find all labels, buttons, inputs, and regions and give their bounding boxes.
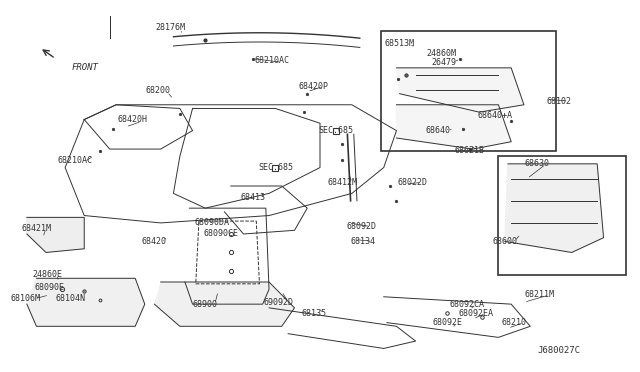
Text: J680027C: J680027C: [538, 346, 580, 355]
Polygon shape: [396, 105, 511, 149]
Text: 68900: 68900: [193, 300, 218, 309]
Text: 68420H: 68420H: [117, 115, 147, 124]
Text: 68412M: 68412M: [327, 178, 357, 187]
Text: 24860M: 24860M: [426, 49, 456, 58]
Text: 68090DA: 68090DA: [194, 218, 229, 227]
Text: 68102: 68102: [547, 97, 572, 106]
Text: 68210AC: 68210AC: [255, 56, 290, 65]
Text: 68092E: 68092E: [433, 318, 463, 327]
Text: 68092CA: 68092CA: [449, 300, 484, 309]
Text: 68022D: 68022D: [397, 178, 428, 187]
Text: SEC.685: SEC.685: [319, 126, 353, 135]
Polygon shape: [154, 282, 294, 326]
Polygon shape: [27, 217, 84, 253]
Text: 68413: 68413: [241, 193, 266, 202]
Text: 68090CE: 68090CE: [204, 230, 239, 238]
Text: 68513M: 68513M: [385, 39, 415, 48]
Text: 68421M: 68421M: [21, 224, 51, 233]
Text: 68600: 68600: [492, 237, 517, 246]
Text: 68090E: 68090E: [34, 283, 64, 292]
Text: SEC.685: SEC.685: [258, 163, 293, 172]
Text: 68200: 68200: [145, 86, 170, 94]
Text: 68135: 68135: [301, 309, 326, 318]
Text: 68092EA: 68092EA: [459, 309, 493, 318]
Text: 24860E: 24860E: [32, 270, 62, 279]
Text: 26479: 26479: [432, 58, 457, 67]
Polygon shape: [396, 68, 524, 112]
Text: 68640+A: 68640+A: [477, 111, 513, 121]
Text: FRONT: FRONT: [72, 63, 99, 72]
Text: 68210AC: 68210AC: [57, 155, 92, 165]
Text: 68210: 68210: [502, 318, 527, 327]
Text: 68640: 68640: [426, 126, 451, 135]
Text: 68621B: 68621B: [455, 147, 484, 155]
Text: 68630: 68630: [524, 159, 549, 169]
Text: 68211M: 68211M: [525, 291, 555, 299]
Text: 68106M: 68106M: [11, 294, 40, 303]
Text: 28176M: 28176M: [156, 23, 185, 32]
Text: 68134: 68134: [351, 237, 376, 246]
Polygon shape: [505, 164, 604, 253]
Polygon shape: [27, 278, 145, 326]
Text: 68104N: 68104N: [55, 294, 85, 303]
Text: 69092D: 69092D: [264, 298, 294, 307]
Text: 68420P: 68420P: [299, 82, 328, 91]
Text: 68420: 68420: [142, 237, 167, 246]
Text: 68092D: 68092D: [346, 222, 376, 231]
